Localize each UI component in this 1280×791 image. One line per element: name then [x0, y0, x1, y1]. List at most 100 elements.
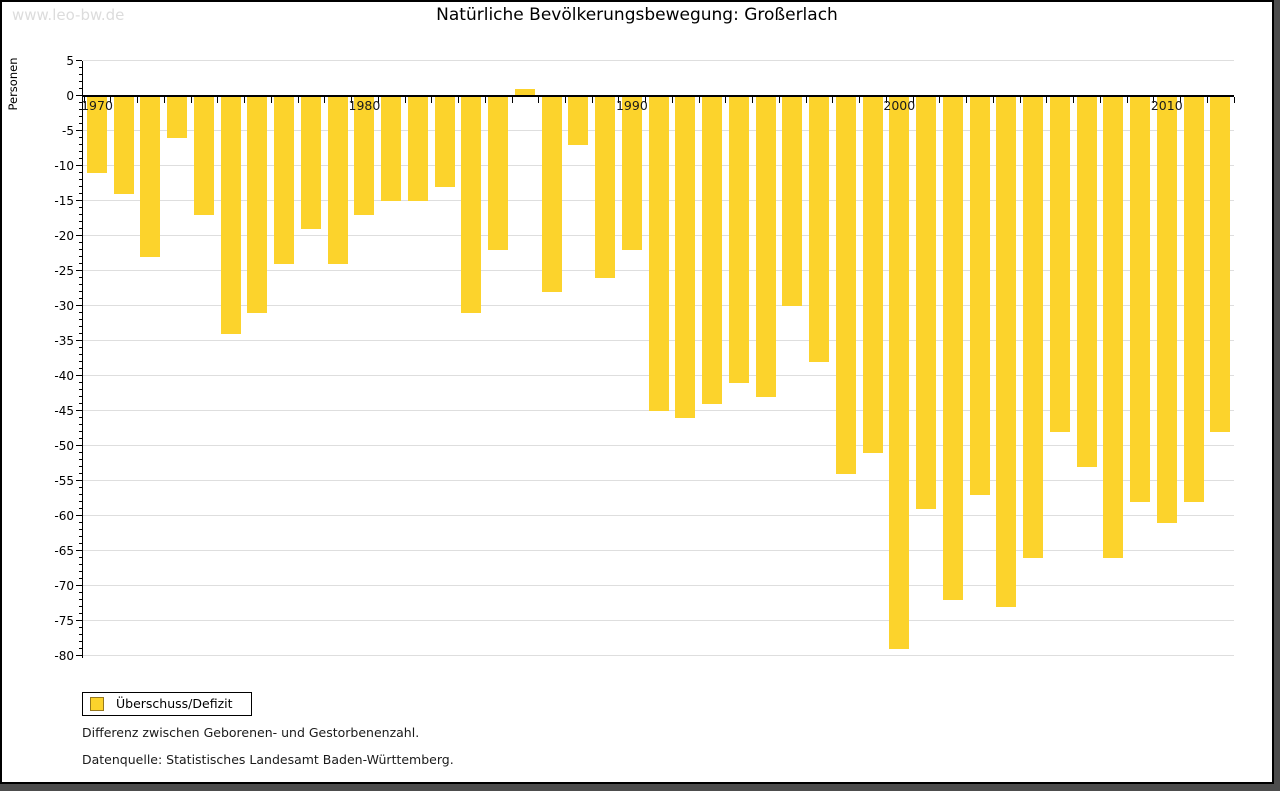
- footnote-definition: Differenz zwischen Geborenen- und Gestor…: [82, 725, 420, 740]
- y-minor-tick: [79, 158, 82, 159]
- bar-1995: [755, 96, 776, 397]
- y-minor-tick: [79, 431, 82, 432]
- y-minor-tick: [79, 172, 82, 173]
- y-minor-tick: [79, 319, 82, 320]
- y-minor-tick: [79, 522, 82, 523]
- x-tick: [217, 96, 219, 103]
- y-minor-tick: [79, 151, 82, 152]
- y-tick-label--25: -25: [54, 263, 74, 278]
- y-minor-tick: [79, 214, 82, 215]
- y-tick-label--40: -40: [54, 368, 74, 383]
- y-minor-tick: [79, 459, 82, 460]
- x-tick: [591, 96, 593, 103]
- y-tick-label--10: -10: [54, 158, 74, 173]
- bar-1997: [809, 96, 830, 362]
- x-tick: [1180, 96, 1182, 103]
- y-minor-tick: [79, 249, 82, 250]
- y-minor-tick: [79, 543, 82, 544]
- bar-2011: [1183, 96, 1204, 502]
- bar-1977: [274, 96, 295, 264]
- y-minor-tick: [79, 144, 82, 145]
- y-minor-tick: [79, 557, 82, 558]
- y-major-tick: [76, 410, 82, 411]
- x-tick: [431, 96, 433, 103]
- gridline-y--65: [83, 550, 1234, 551]
- y-major-tick: [76, 445, 82, 446]
- y-minor-tick: [79, 599, 82, 600]
- bar-1988: [568, 96, 589, 145]
- y-minor-tick: [79, 277, 82, 278]
- y-axis-line: [82, 60, 83, 658]
- y-major-tick: [76, 480, 82, 481]
- bar-1974: [193, 96, 214, 215]
- gridline-y--55: [83, 480, 1234, 481]
- bar-2010: [1156, 96, 1177, 523]
- bar-2002: [942, 96, 963, 600]
- x-year-label-1980: 1980: [348, 97, 381, 113]
- x-tick: [270, 96, 272, 103]
- y-minor-tick: [79, 438, 82, 439]
- y-minor-tick: [79, 298, 82, 299]
- y-minor-tick: [79, 193, 82, 194]
- y-minor-tick: [79, 67, 82, 68]
- bar-1984: [461, 96, 482, 313]
- x-tick: [1073, 96, 1075, 103]
- x-tick: [859, 96, 861, 103]
- y-minor-tick: [79, 88, 82, 89]
- y-minor-tick: [79, 263, 82, 264]
- bar-1991: [648, 96, 669, 411]
- y-tick-label--50: -50: [54, 438, 74, 453]
- bar-1994: [728, 96, 749, 383]
- bar-2004: [996, 96, 1017, 607]
- x-tick: [671, 96, 673, 103]
- y-minor-tick: [79, 347, 82, 348]
- y-minor-tick: [79, 452, 82, 453]
- bar-2000: [889, 96, 910, 649]
- x-tick: [1206, 96, 1208, 103]
- y-major-tick: [76, 585, 82, 586]
- chart-title: Natürliche Bevölkerungsbewegung: Großerl…: [436, 5, 838, 25]
- bar-1976: [247, 96, 268, 313]
- x-year-label-2000: 2000: [883, 97, 916, 113]
- x-tick: [351, 96, 353, 103]
- x-tick: [324, 96, 326, 103]
- y-minor-tick: [79, 74, 82, 75]
- y-tick-label--35: -35: [54, 333, 74, 348]
- y-minor-tick: [79, 508, 82, 509]
- y-tick-label-0: 0: [66, 88, 74, 103]
- x-tick: [404, 96, 406, 103]
- y-major-tick: [76, 550, 82, 551]
- x-tick: [244, 96, 246, 103]
- bar-2003: [969, 96, 990, 495]
- bar-1982: [407, 96, 428, 201]
- x-tick: [377, 96, 379, 103]
- y-minor-tick: [79, 207, 82, 208]
- y-minor-tick: [79, 256, 82, 257]
- bar-1989: [595, 96, 616, 278]
- x-tick: [778, 96, 780, 103]
- y-minor-tick: [79, 641, 82, 642]
- bar-1985: [488, 96, 509, 250]
- x-tick: [832, 96, 834, 103]
- y-minor-tick: [79, 606, 82, 607]
- x-year-label-1970: 1970: [81, 97, 113, 113]
- x-tick: [83, 96, 85, 103]
- y-minor-tick: [79, 242, 82, 243]
- y-major-tick: [76, 165, 82, 166]
- watermark: www.leo-bw.de: [12, 6, 125, 24]
- y-minor-tick: [79, 382, 82, 383]
- legend-color-swatch: [90, 697, 104, 711]
- bar-2009: [1130, 96, 1151, 502]
- x-tick: [297, 96, 299, 103]
- x-tick: [163, 96, 165, 103]
- y-major-tick: [76, 620, 82, 621]
- y-minor-tick: [79, 116, 82, 117]
- x-tick: [1233, 96, 1235, 103]
- y-minor-tick: [79, 473, 82, 474]
- x-tick: [484, 96, 486, 103]
- gridline-y--60: [83, 515, 1234, 516]
- bar-1970: [87, 96, 107, 173]
- y-major-tick: [76, 375, 82, 376]
- bar-2001: [916, 96, 937, 509]
